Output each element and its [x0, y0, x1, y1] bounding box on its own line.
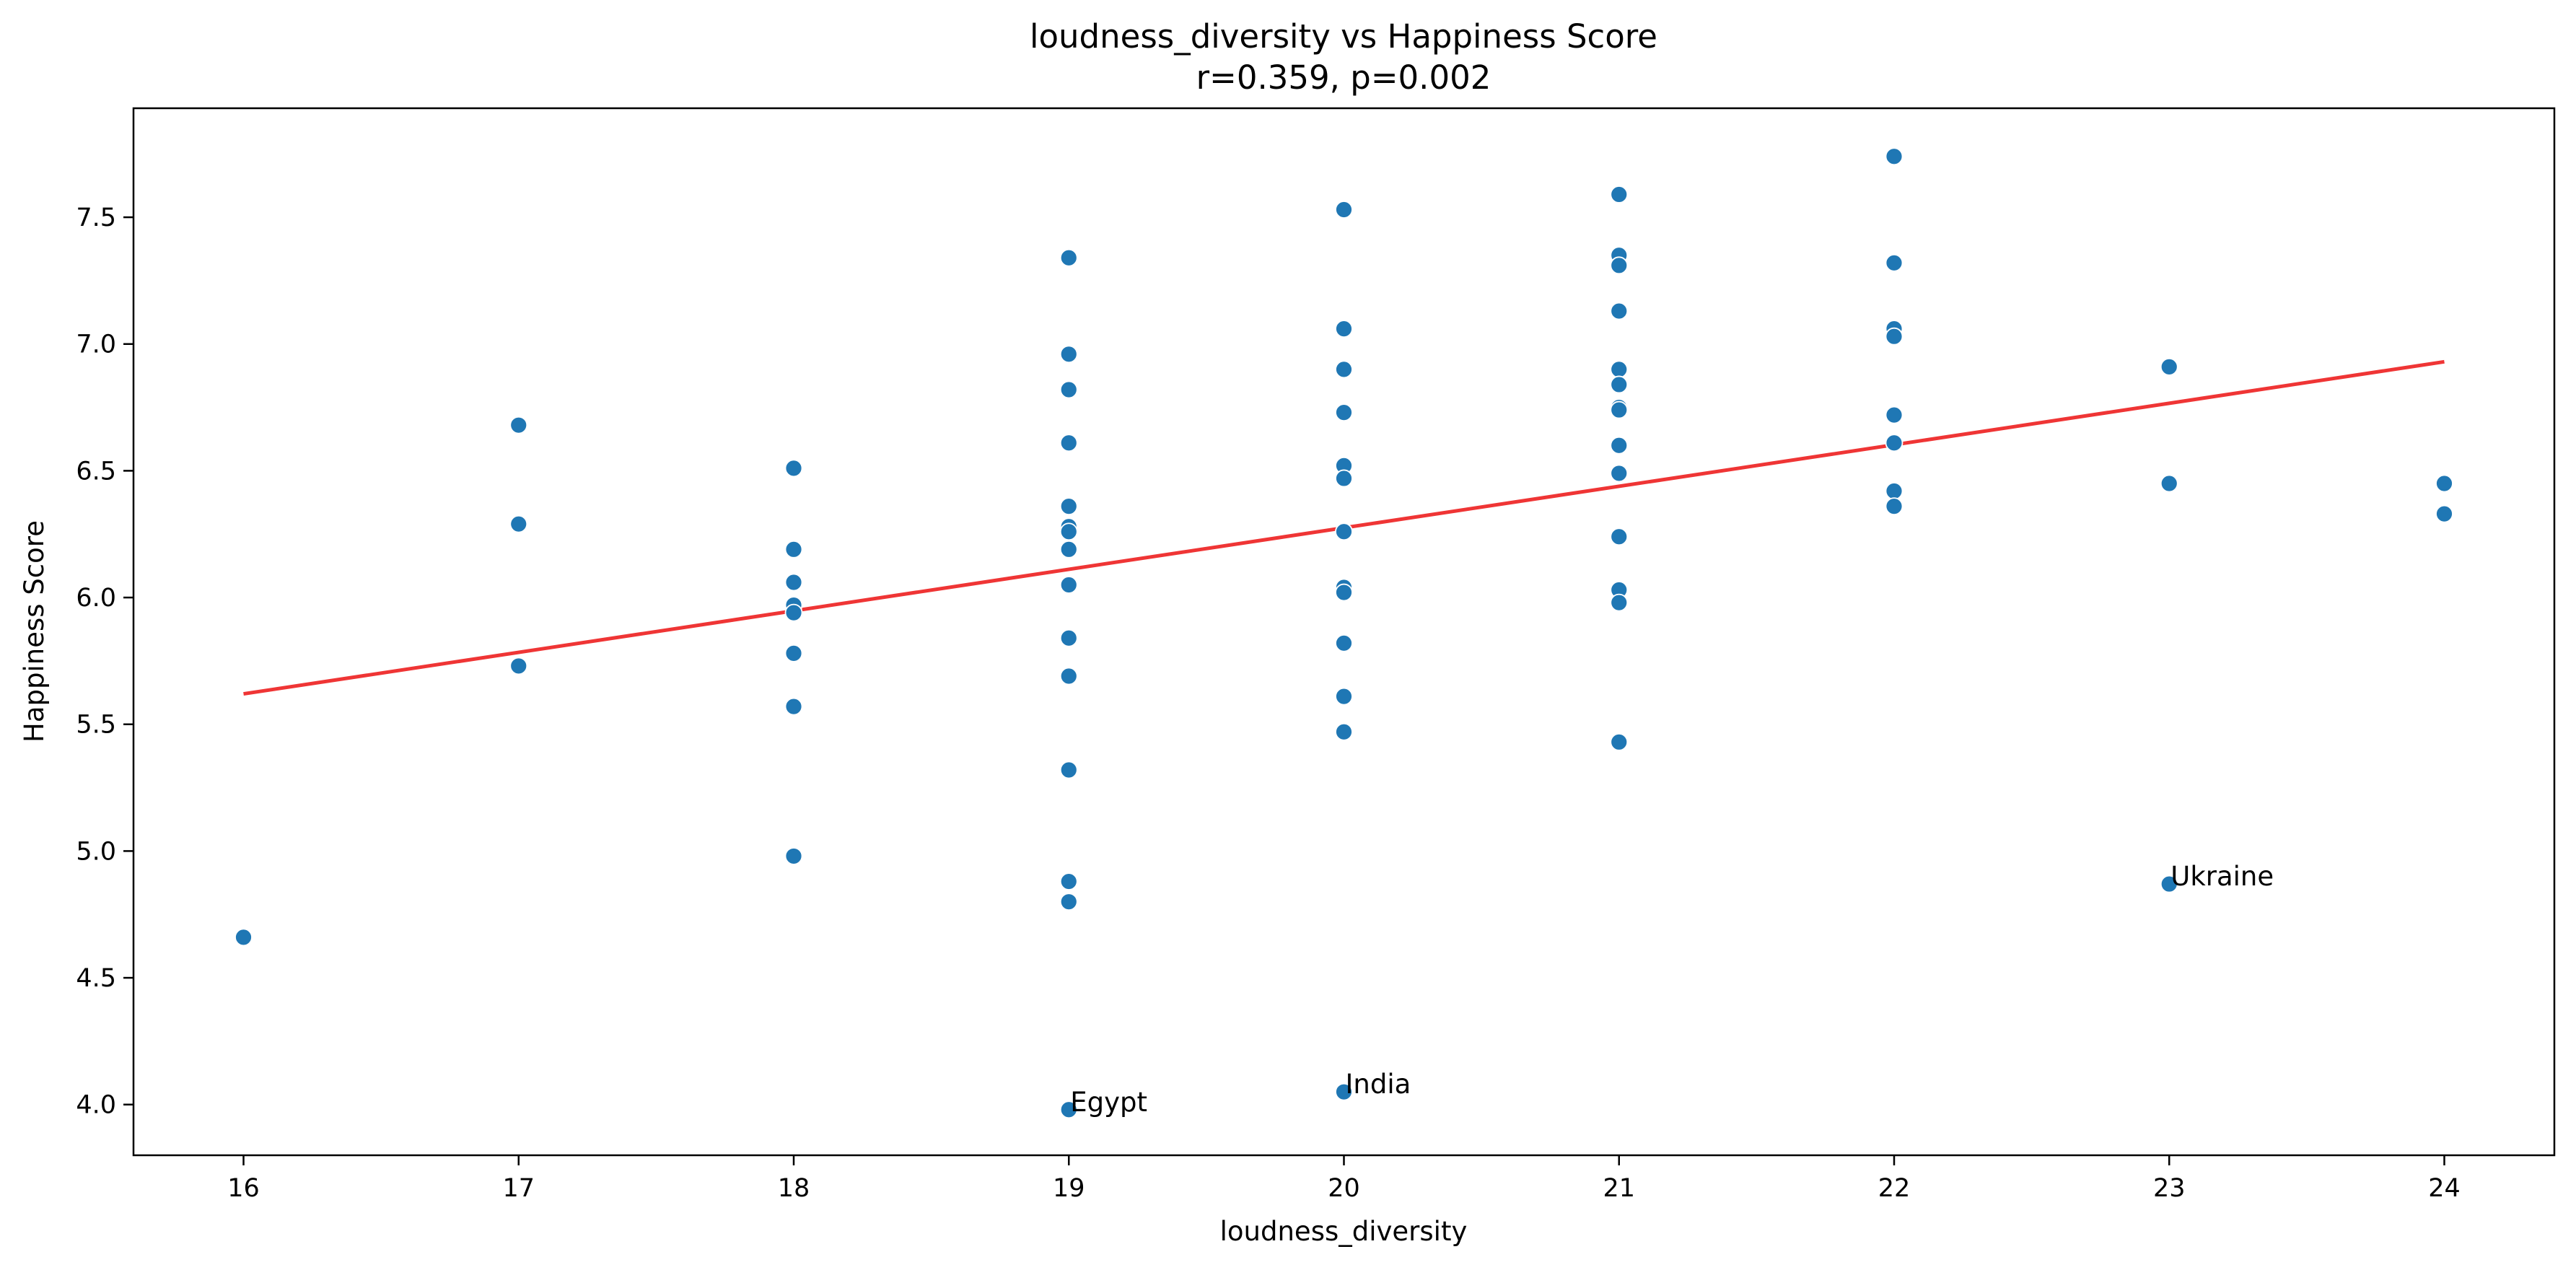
plot-frame — [132, 107, 2556, 1157]
data-point — [509, 514, 528, 533]
data-point — [1610, 302, 1629, 320]
data-point — [1059, 872, 1078, 890]
data-point — [2160, 474, 2178, 493]
data-point — [1610, 375, 1629, 394]
data-point — [784, 847, 803, 865]
x-tick-label: 19 — [1053, 1174, 1085, 1203]
data-point — [1335, 469, 1353, 488]
data-point — [1885, 147, 1903, 166]
data-point — [1335, 634, 1353, 652]
data-points — [235, 147, 2453, 1119]
data-point — [509, 416, 528, 434]
data-point — [784, 573, 803, 592]
x-tick-label: 16 — [227, 1174, 260, 1203]
data-point — [1335, 522, 1353, 541]
data-point — [1059, 522, 1078, 541]
x-axis-label: loudness_diversity — [1220, 1216, 1468, 1247]
data-point — [1059, 629, 1078, 647]
data-point — [235, 928, 253, 947]
data-point — [1335, 583, 1353, 602]
data-point — [784, 697, 803, 716]
data-point — [1610, 464, 1629, 483]
data-point — [1885, 327, 1903, 346]
data-point — [1059, 1100, 1078, 1119]
y-tick-label: 6.5 — [76, 457, 116, 486]
data-point — [1610, 185, 1629, 203]
data-point — [784, 459, 803, 478]
data-point — [1059, 667, 1078, 686]
data-point — [1335, 403, 1353, 421]
x-tick-label: 23 — [2153, 1174, 2186, 1203]
data-point — [784, 644, 803, 662]
x-tick-label: 17 — [502, 1174, 535, 1203]
plot-area: 4.0 4.5 5.0 5.5 6.0 6.5 7.0 7.5 16 17 18 19 20 21 22 2… — [76, 107, 2556, 1203]
data-point — [1059, 761, 1078, 779]
data-point — [1610, 256, 1629, 275]
y-tick-label: 7.5 — [76, 203, 116, 232]
data-point — [1885, 406, 1903, 424]
point-annotation: India — [1346, 1069, 1411, 1100]
y-tick-label: 4.0 — [76, 1091, 116, 1120]
data-point — [1610, 400, 1629, 419]
point-annotations: Egypt India Ukraine — [1070, 861, 2274, 1118]
data-point — [2435, 474, 2453, 493]
point-annotation: Ukraine — [2170, 861, 2274, 892]
data-point — [509, 657, 528, 675]
data-point — [1059, 576, 1078, 594]
x-tick-label: 21 — [1603, 1174, 1635, 1203]
y-tick-label: 5.5 — [76, 711, 116, 740]
data-point — [1610, 593, 1629, 612]
data-point — [1885, 434, 1903, 452]
data-point — [1335, 201, 1353, 219]
y-tick-label: 5.0 — [76, 837, 116, 866]
data-point — [1059, 540, 1078, 559]
data-point — [1059, 434, 1078, 452]
data-point — [1610, 732, 1629, 751]
data-point — [1059, 497, 1078, 515]
x-axis-ticks: 16 17 18 19 20 21 22 23 24 — [227, 1155, 2461, 1203]
y-tick-label: 7.0 — [76, 330, 116, 359]
x-tick-label: 18 — [778, 1174, 810, 1203]
data-point — [784, 540, 803, 559]
data-point — [1610, 360, 1629, 379]
y-tick-label: 6.0 — [76, 584, 116, 613]
data-point — [1335, 687, 1353, 706]
data-point — [784, 603, 803, 622]
data-point — [1059, 380, 1078, 399]
data-point — [1335, 722, 1353, 741]
data-point — [1610, 527, 1629, 546]
x-tick-label: 20 — [1328, 1174, 1360, 1203]
chart-title: loudness_diversity vs Happiness Score — [1030, 17, 1657, 56]
y-axis-label: Happiness Score — [19, 520, 50, 743]
data-point — [2160, 357, 2178, 376]
data-point — [1885, 253, 1903, 272]
data-point — [1885, 497, 1903, 515]
data-point — [1610, 436, 1629, 455]
chart-subtitle: r=0.359, p=0.002 — [1196, 58, 1491, 97]
data-point — [1059, 248, 1078, 267]
data-point — [2160, 875, 2178, 893]
y-axis-ticks: 4.0 4.5 5.0 5.5 6.0 6.5 7.0 7.5 — [76, 203, 133, 1120]
y-tick-label: 4.5 — [76, 964, 116, 993]
data-point — [1059, 893, 1078, 911]
data-point — [1335, 1082, 1353, 1101]
data-point — [2435, 504, 2453, 523]
data-point — [1335, 360, 1353, 379]
data-point — [1885, 482, 1903, 500]
point-annotation: Egypt — [1070, 1087, 1147, 1118]
x-tick-label: 24 — [2428, 1174, 2461, 1203]
data-point — [1059, 345, 1078, 364]
x-tick-label: 22 — [1878, 1174, 1911, 1203]
data-point — [1335, 320, 1353, 338]
